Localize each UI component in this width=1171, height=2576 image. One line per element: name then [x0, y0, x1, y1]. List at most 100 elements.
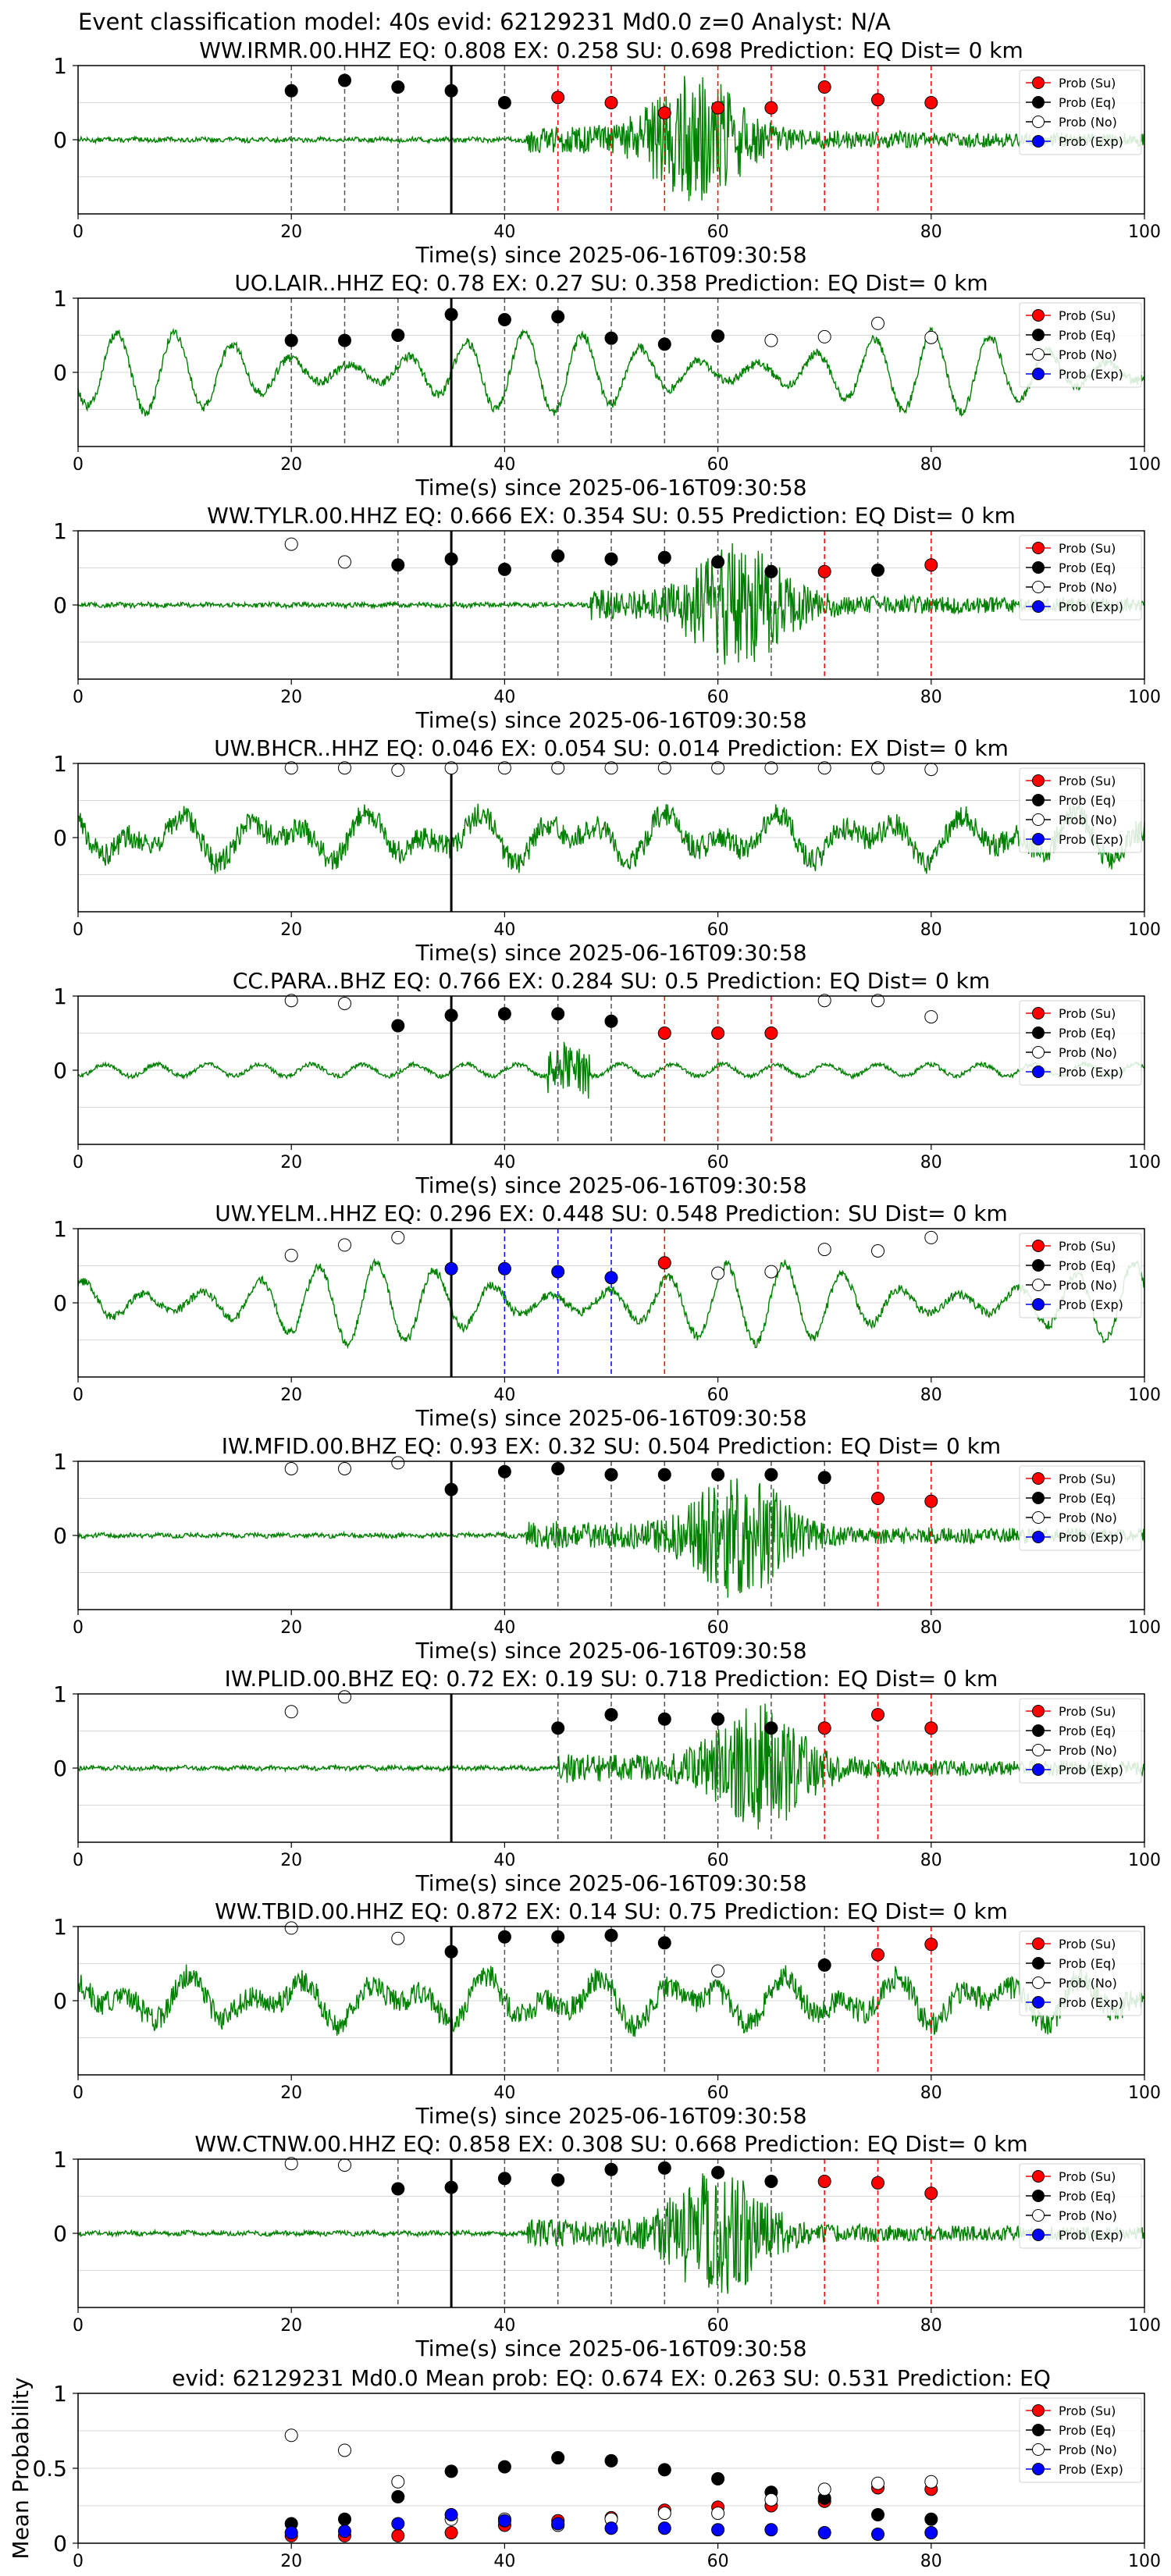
y-tick-label: 0: [53, 2221, 67, 2247]
x-tick-label: 0: [73, 455, 84, 475]
x-axis-label: Time(s) since 2025-06-16T09:30:58: [415, 1405, 806, 1431]
probability-point-no: [711, 761, 725, 775]
probability-point-su: [817, 80, 831, 94]
probability-point-no: [817, 329, 831, 343]
mean-point-exp: [338, 2524, 351, 2539]
probability-point-su: [657, 106, 671, 120]
probability-point-no: [871, 316, 884, 330]
legend-marker: [1032, 1511, 1045, 1524]
probability-point-no: [764, 761, 778, 775]
mean-point-exp: [817, 2526, 831, 2540]
legend-label: Prob (Exp): [1059, 1763, 1123, 1777]
legend-marker: [1032, 2229, 1045, 2241]
legend-label: Prob (Su): [1059, 1239, 1116, 1254]
x-tick-label: 0: [73, 1851, 84, 1870]
panels-group: WW.IRMR.00.HHZ EQ: 0.808 EX: 0.258 SU: 0…: [8, 37, 1161, 2571]
legend-label: Prob (No): [1059, 1743, 1117, 1758]
probability-point-su: [551, 91, 565, 105]
mean-point-eq: [391, 2489, 405, 2503]
legend-label: Prob (No): [1059, 115, 1117, 130]
probability-point-eq: [657, 550, 671, 564]
mean-point-exp: [604, 2521, 618, 2535]
probability-point-eq: [764, 564, 778, 578]
legend-box: [1019, 69, 1142, 155]
probability-point-no: [338, 1690, 351, 1704]
x-tick-label: 80: [920, 1618, 942, 1638]
waveform-panel-iw-mfid-00-bhz: IW.MFID.00.BHZ EQ: 0.93 EX: 0.32 SU: 0.5…: [53, 1433, 1161, 1663]
x-tick-label: 20: [280, 1153, 302, 1172]
x-tick-label: 40: [493, 1618, 515, 1638]
legend-label: Prob (Su): [1059, 76, 1116, 91]
x-tick-label: 40: [493, 2552, 515, 2571]
probability-point-eq: [551, 2173, 565, 2187]
probability-point-no: [817, 1243, 831, 1257]
legend-marker: [1032, 774, 1045, 787]
legend-marker: [1032, 1046, 1045, 1059]
probability-point-su: [871, 1492, 884, 1505]
probability-point-su: [711, 101, 725, 115]
probability-point-eq: [338, 73, 351, 87]
legend-box: [1019, 1930, 1142, 2016]
probability-point-no: [497, 761, 511, 775]
x-tick-label: 0: [73, 1386, 84, 1405]
probability-point-no: [871, 761, 884, 775]
probability-point-eq: [497, 1007, 511, 1021]
probability-point-no: [284, 1248, 298, 1262]
y-tick-label: 1: [53, 2381, 67, 2407]
probability-point-no: [338, 2158, 351, 2172]
x-tick-label: 20: [280, 222, 302, 242]
x-tick-label: 100: [1128, 688, 1161, 707]
probability-point-eq: [391, 1019, 405, 1033]
probability-point-no: [284, 1462, 298, 1475]
legend-label: Prob (Eq): [1059, 328, 1116, 343]
y-tick-label: 1: [53, 1914, 67, 1940]
mean-point-eq: [871, 2508, 884, 2522]
mean-point-no: [817, 2482, 831, 2496]
panel-title: WW.TBID.00.HHZ EQ: 0.872 EX: 0.14 SU: 0.…: [215, 1898, 1008, 1924]
legend-box: [1019, 2163, 1142, 2249]
legend-label: Prob (Exp): [1059, 1530, 1123, 1545]
mean-point-exp: [924, 2526, 938, 2540]
legend-label: Prob (Eq): [1059, 1724, 1116, 1738]
probability-point-no: [711, 1266, 725, 1280]
panel-title: evid: 62129231 Md0.0 Mean prob: EQ: 0.67…: [172, 2365, 1051, 2391]
probability-point-no: [764, 333, 778, 347]
probability-point-su: [817, 1721, 831, 1735]
mean-point-exp: [497, 2514, 511, 2528]
waveform-panel-ww-ctnw-00-hhz: WW.CTNW.00.HHZ EQ: 0.858 EX: 0.308 SU: 0…: [53, 2131, 1161, 2361]
probability-point-su: [871, 93, 884, 107]
legend-label: Prob (Su): [1059, 1006, 1116, 1021]
x-tick-label: 40: [493, 2316, 515, 2336]
mean-point-exp: [284, 2526, 298, 2540]
legend-marker: [1032, 1976, 1045, 1989]
legend-marker: [1032, 600, 1045, 613]
probability-point-su: [604, 96, 618, 109]
x-tick-label: 20: [280, 1386, 302, 1405]
mean-point-exp: [657, 2521, 671, 2535]
x-axis-label: Time(s) since 2025-06-16T09:30:58: [415, 1172, 806, 1198]
probability-point-su: [657, 1026, 671, 1040]
x-tick-label: 0: [73, 2552, 84, 2571]
x-tick-label: 100: [1128, 2083, 1161, 2103]
probability-point-eq: [604, 1468, 618, 1482]
x-tick-label: 0: [73, 2316, 84, 2336]
probability-point-su: [764, 101, 778, 115]
mean-point-no: [338, 2443, 351, 2457]
x-tick-label: 40: [493, 1386, 515, 1405]
mean-point-su: [391, 2528, 405, 2542]
mean-point-eq: [604, 2453, 618, 2467]
mean-point-eq: [338, 2512, 351, 2526]
waveform-panel-uw-bhcr--hhz: UW.BHCR..HHZ EQ: 0.046 EX: 0.054 SU: 0.0…: [53, 735, 1161, 966]
x-tick-label: 60: [707, 455, 729, 475]
x-tick-label: 100: [1128, 920, 1161, 940]
probability-point-no: [871, 1244, 884, 1258]
probability-point-eq: [604, 1708, 618, 1722]
x-tick-label: 60: [707, 1851, 729, 1870]
mean-point-no: [924, 2475, 938, 2489]
y-tick-label: 0: [53, 1058, 67, 1083]
waveform-panel-iw-plid-00-bhz: IW.PLID.00.BHZ EQ: 0.72 EX: 0.19 SU: 0.7…: [53, 1666, 1161, 1896]
probability-point-su: [924, 558, 938, 572]
figure-suptitle: Event classification model: 40s evid: 62…: [78, 9, 891, 35]
mean-point-no: [711, 2507, 725, 2521]
